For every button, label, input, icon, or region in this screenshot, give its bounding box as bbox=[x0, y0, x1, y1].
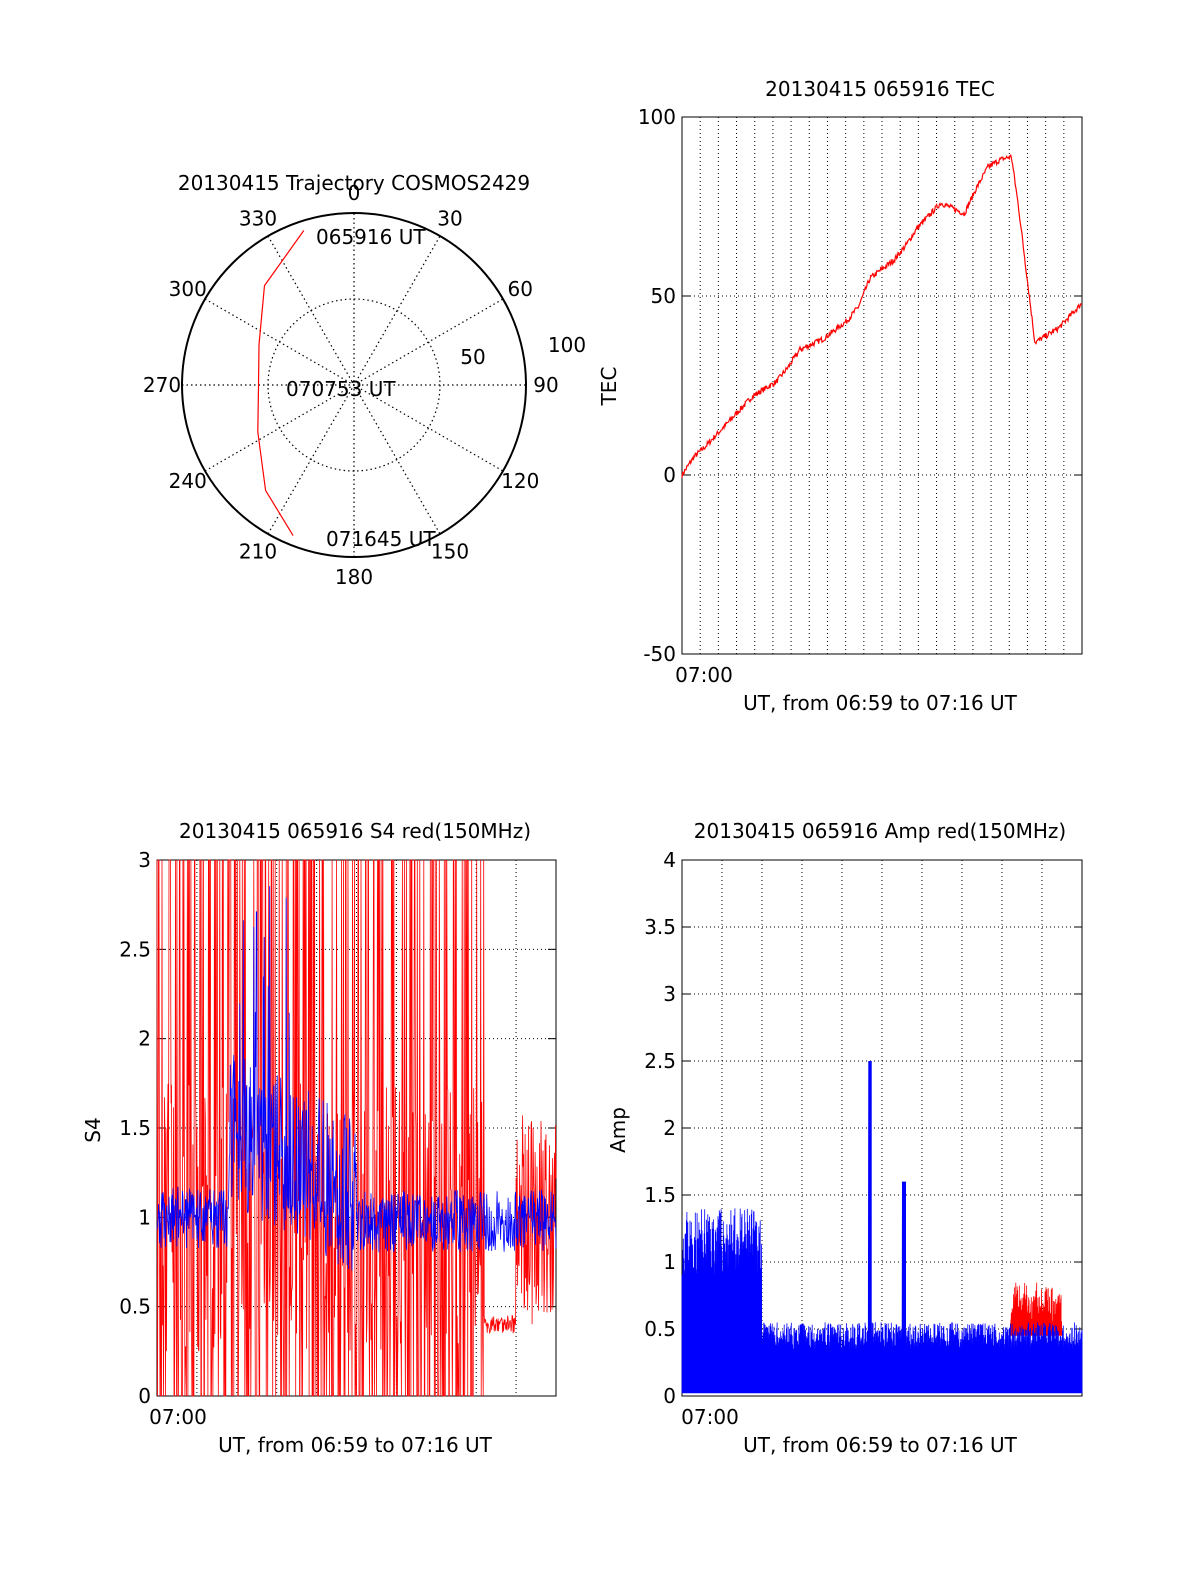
tec-y-tick-label: 100 bbox=[638, 105, 676, 129]
amp-y-tick-label: 3.5 bbox=[644, 915, 676, 939]
tec-y-tick-label: 0 bbox=[663, 463, 676, 487]
polar-azimuth-label: 210 bbox=[239, 539, 277, 563]
tec-title: 20130415 065916 TEC bbox=[765, 77, 995, 101]
polar-azimuth-label: 240 bbox=[169, 469, 207, 493]
s4-y-tick-label: 2.5 bbox=[119, 937, 151, 961]
amp-x-axis-label: UT, from 06:59 to 07:16 UT bbox=[743, 1433, 1018, 1457]
trajectory-mid-label: 070753 UT bbox=[286, 377, 396, 401]
tec-y-tick-label: -50 bbox=[643, 642, 676, 666]
trajectory-end-label: 071645 UT bbox=[326, 527, 436, 551]
tec-x-axis-label: UT, from 06:59 to 07:16 UT bbox=[743, 691, 1018, 715]
s4-y-tick-label: 2 bbox=[138, 1027, 151, 1051]
tec-y-axis-label: TEC bbox=[597, 367, 621, 407]
polar-panel: 20130415 Trajectory COSMOS2429 0 30 60 90 12… bbox=[143, 171, 586, 589]
amp-y-tick-label: 1.5 bbox=[644, 1183, 676, 1207]
s4-y-tick-label: 1 bbox=[138, 1205, 151, 1229]
polar-azimuth-label: 150 bbox=[431, 539, 469, 563]
polar-grid bbox=[181, 212, 527, 558]
polar-azimuth-label: 180 bbox=[335, 565, 373, 589]
amp-y-tick-label: 4 bbox=[663, 848, 676, 872]
s4-y-tick-label: 0.5 bbox=[119, 1295, 151, 1319]
polar-azimuth-label: 300 bbox=[169, 277, 207, 301]
s4-panel: 20130415 065916 S4 red(150MHz) 0 0.5 1 1.5 2… bbox=[81, 819, 557, 1457]
amp-x-tick-label: 07:00 bbox=[681, 1405, 739, 1429]
amp-y-tick-label: 1 bbox=[663, 1250, 676, 1274]
polar-radial-label-50: 50 bbox=[460, 345, 485, 369]
tec-y-tick-label: 50 bbox=[651, 284, 676, 308]
amp-title: 20130415 065916 Amp red(150MHz) bbox=[694, 819, 1066, 843]
s4-y-tick-label: 3 bbox=[138, 848, 151, 872]
polar-title: 20130415 Trajectory COSMOS2429 bbox=[178, 171, 530, 195]
tec-series-line bbox=[681, 154, 1083, 478]
amp-y-tick-label: 2.5 bbox=[644, 1049, 676, 1073]
amp-y-axis-label: Amp bbox=[606, 1107, 630, 1153]
s4-title: 20130415 065916 S4 red(150MHz) bbox=[179, 819, 531, 843]
s4-y-tick-label: 1.5 bbox=[119, 1116, 151, 1140]
polar-spoke bbox=[267, 235, 441, 535]
tec-x-tick-label: 07:00 bbox=[675, 663, 733, 687]
s4-y-axis-label: S4 bbox=[81, 1117, 105, 1142]
s4-x-tick-label: 07:00 bbox=[149, 1405, 207, 1429]
polar-azimuth-label: 90 bbox=[533, 373, 558, 397]
tec-y-ticks: -50 0 50 100 bbox=[638, 105, 1082, 666]
polar-azimuth-label: 120 bbox=[501, 469, 539, 493]
amp-y-tick-label: 0 bbox=[663, 1384, 676, 1408]
polar-azimuth-label: 0 bbox=[348, 181, 361, 205]
polar-azimuth-labels: 0 30 60 90 120 150 180 210 240 270 300 330 bbox=[143, 181, 559, 589]
amp-grid bbox=[682, 860, 1082, 1396]
s4-y-ticks: 0 0.5 1 1.5 2 2.5 3 bbox=[119, 848, 556, 1408]
polar-radial-label-100: 100 bbox=[548, 333, 586, 357]
amp-y-ticks: 0 0.5 1 1.5 2 2.5 3 3.5 4 bbox=[644, 848, 1082, 1408]
s4-red-series bbox=[156, 859, 557, 1397]
polar-azimuth-label: 330 bbox=[239, 207, 277, 231]
amp-panel: 20130415 065916 Amp red(150MHz) 0 0.5 1 1.5… bbox=[606, 819, 1083, 1457]
amp-y-tick-label: 0.5 bbox=[644, 1317, 676, 1341]
tec-grid bbox=[682, 117, 1082, 654]
polar-trajectory bbox=[257, 230, 305, 536]
polar-azimuth-label: 270 bbox=[143, 373, 181, 397]
amp-blue-series bbox=[681, 1060, 1083, 1394]
amp-y-tick-label: 2 bbox=[663, 1116, 676, 1140]
polar-azimuth-label: 60 bbox=[508, 277, 533, 301]
s4-blue-series bbox=[156, 886, 557, 1271]
amp-y-tick-label: 3 bbox=[663, 982, 676, 1006]
trajectory-start-label: 065916 UT bbox=[316, 225, 426, 249]
polar-azimuth-label: 30 bbox=[437, 207, 462, 231]
s4-y-tick-label: 0 bbox=[138, 1384, 151, 1408]
tec-panel: 20130415 065916 TEC -50 0 50 100 07:00 UT, … bbox=[597, 77, 1083, 715]
s4-x-axis-label: UT, from 06:59 to 07:16 UT bbox=[218, 1433, 493, 1457]
